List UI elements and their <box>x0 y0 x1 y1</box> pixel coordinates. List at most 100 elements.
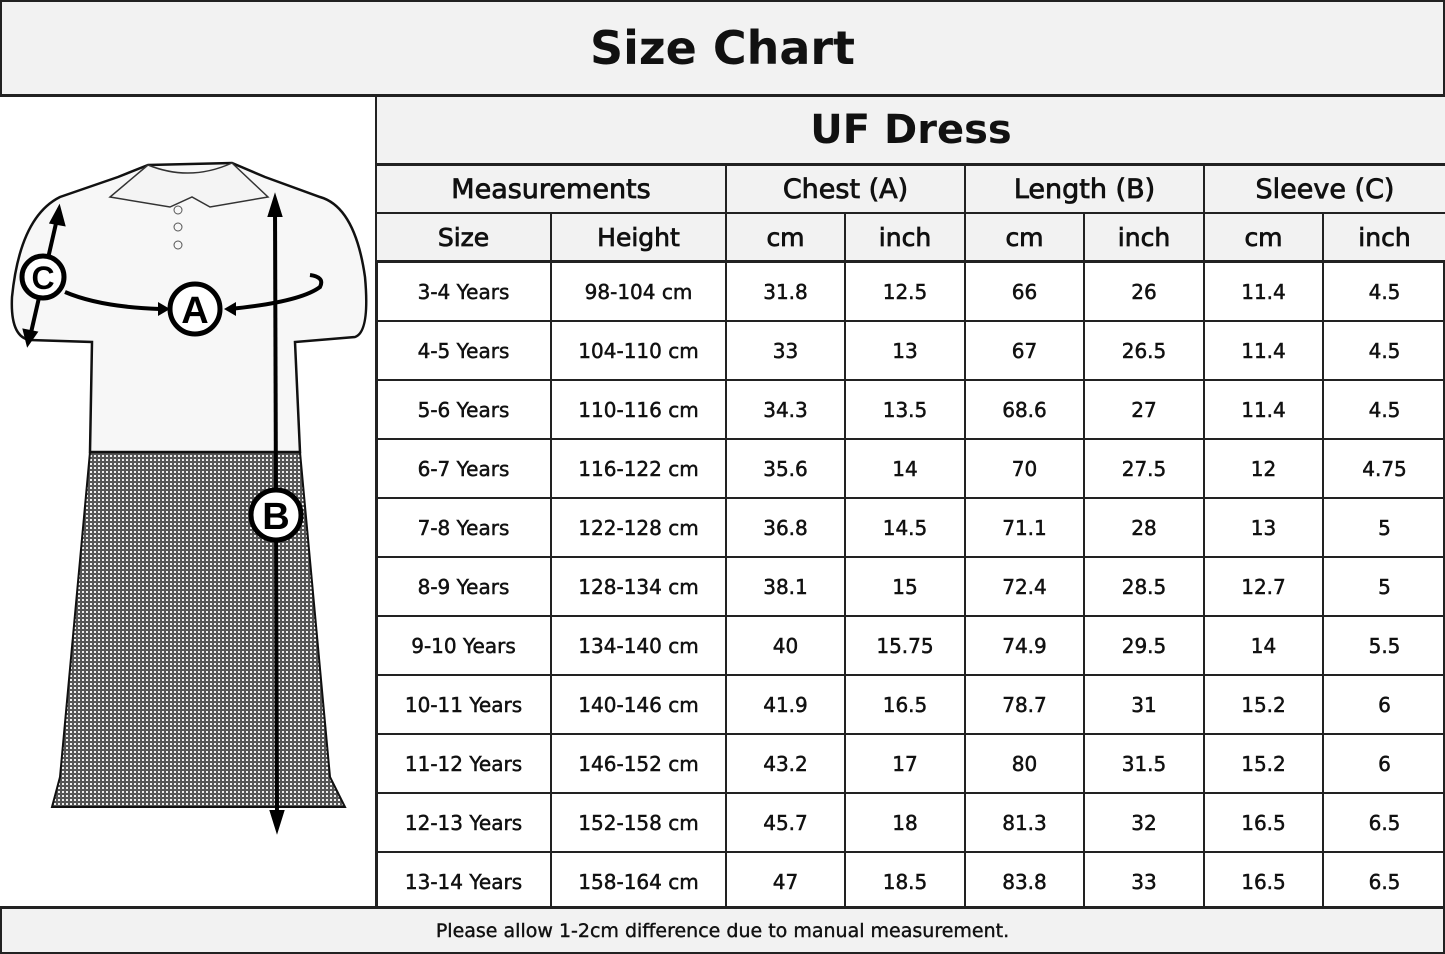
cell-sleeve-inch: 6 <box>1378 692 1391 717</box>
subheader-sleeve-inch: inch <box>1324 214 1445 260</box>
table-row: 11-12 Years 146-152 cm 43.2 17 80 31.5 15.2 6 <box>377 735 1445 794</box>
cell-chest-inch: 14.5 <box>846 499 966 556</box>
cell-sleeve-cm: 15.2 <box>1205 676 1324 733</box>
cell-size: 7-8 Years <box>377 499 552 556</box>
header-length: Length (B) <box>966 166 1205 212</box>
cell-size: 5-6 Years <box>377 381 552 438</box>
cell-length-cm: 72.4 <box>966 558 1085 615</box>
cell-height: 140-146 cm <box>552 676 727 733</box>
cell-sleeve-inch: 4.5 <box>1368 338 1401 363</box>
subheader-length-inch: inch <box>1085 214 1205 260</box>
table-row: 3-4 Years 98-104 cm 31.8 12.5 66 26 11.4 4.5 <box>377 263 1445 322</box>
cell-sleeve-inch: 6.5 <box>1368 869 1401 894</box>
cell-sleeve-inch: 6.5 <box>1368 810 1401 835</box>
svg-text:A: A <box>181 290 208 332</box>
cell-length-inch: 26.5 <box>1085 322 1205 379</box>
svg-text:B: B <box>262 496 289 538</box>
table-body: 3-4 Years 98-104 cm 31.8 12.5 66 26 11.4 4.5 4-5… <box>377 263 1445 912</box>
subheader-chest-cm: cm <box>727 214 846 260</box>
cell-chest-cm: 35.6 <box>727 440 846 497</box>
cell-length-cm: 74.9 <box>966 617 1085 674</box>
cell-size: 3-4 Years <box>377 263 552 320</box>
cell-sleeve-cm: 12.7 <box>1205 558 1324 615</box>
cell-chest-inch: 13.5 <box>846 381 966 438</box>
cell-chest-inch: 18.5 <box>846 853 966 910</box>
cell-height: 98-104 cm <box>552 263 727 320</box>
cell-sleeve-cm: 13 <box>1205 499 1324 556</box>
chest-arrow-a <box>64 273 324 311</box>
label-b-icon: B <box>248 487 304 543</box>
cell-length-inch: 26 <box>1085 263 1205 320</box>
dress-illustration: C A B <box>10 161 368 835</box>
cell-length-cm: 66 <box>966 263 1085 320</box>
cell-length-inch: 28.5 <box>1085 558 1205 615</box>
header-chest: Chest (A) <box>727 166 966 212</box>
label-c-icon: C <box>19 253 67 301</box>
cell-chest-inch: 15 <box>846 558 966 615</box>
cell-sleeve-cm: 16.5 <box>1205 853 1324 910</box>
cell-chest-cm: 33 <box>727 322 846 379</box>
cell-chest-inch: 18 <box>846 794 966 851</box>
cell-length-cm: 70 <box>966 440 1085 497</box>
cell-length-inch: 32 <box>1085 794 1205 851</box>
cell-chest-cm: 36.8 <box>727 499 846 556</box>
cell-height: 128-134 cm <box>552 558 727 615</box>
table-row: 4-5 Years 104-110 cm 33 13 67 26.5 11.4 4.5 <box>377 322 1445 381</box>
cell-length-cm: 71.1 <box>966 499 1085 556</box>
cell-chest-cm: 47 <box>727 853 846 910</box>
cell-size: 4-5 Years <box>377 322 552 379</box>
cell-length-cm: 67 <box>966 322 1085 379</box>
subheader-size: Size <box>377 214 552 260</box>
cell-length-cm: 81.3 <box>966 794 1085 851</box>
cell-chest-inch: 15.75 <box>846 617 966 674</box>
header-measurements: Measurements <box>377 166 727 212</box>
cell-sleeve-cm: 11.4 <box>1205 322 1324 379</box>
cell-sleeve-cm: 11.4 <box>1205 381 1324 438</box>
cell-sleeve-inch: 4.5 <box>1368 397 1401 422</box>
cell-height: 110-116 cm <box>552 381 727 438</box>
cell-sleeve-inch: 5 <box>1378 574 1391 599</box>
cell-length-cm: 68.6 <box>966 381 1085 438</box>
cell-chest-cm: 38.1 <box>727 558 846 615</box>
cell-chest-inch: 14 <box>846 440 966 497</box>
cell-chest-inch: 12.5 <box>846 263 966 320</box>
cell-chest-cm: 43.2 <box>727 735 846 792</box>
cell-sleeve-inch: 4.75 <box>1362 456 1407 481</box>
cell-chest-cm: 41.9 <box>727 676 846 733</box>
cell-sleeve-cm: 11.4 <box>1205 263 1324 320</box>
group-header-row: Measurements Chest (A) Length (B) Sleeve… <box>377 166 1445 214</box>
cell-size: 13-14 Years <box>377 853 552 910</box>
subheader-chest-inch: inch <box>846 214 966 260</box>
cell-length-inch: 31.5 <box>1085 735 1205 792</box>
cell-chest-inch: 16.5 <box>846 676 966 733</box>
cell-length-cm: 80 <box>966 735 1085 792</box>
table-row: 5-6 Years 110-116 cm 34.3 13.5 68.6 27 11.4 4.5 <box>377 381 1445 440</box>
table-row: 10-11 Years 140-146 cm 41.9 16.5 78.7 31 15.2 6 <box>377 676 1445 735</box>
cell-height: 134-140 cm <box>552 617 727 674</box>
page-title: Size Chart <box>0 0 1445 97</box>
cell-size: 6-7 Years <box>377 440 552 497</box>
cell-chest-cm: 45.7 <box>727 794 846 851</box>
table-row: 7-8 Years 122-128 cm 36.8 14.5 71.1 28 13 5 <box>377 499 1445 558</box>
size-table: UF Dress Measurements Chest (A) Length (… <box>377 97 1445 912</box>
cell-chest-cm: 31.8 <box>727 263 846 320</box>
table-row: 12-13 Years 152-158 cm 45.7 18 81.3 32 16.5 6.5 <box>377 794 1445 853</box>
cell-sleeve-cm: 15.2 <box>1205 735 1324 792</box>
cell-length-inch: 27 <box>1085 381 1205 438</box>
cell-sleeve-cm: 14 <box>1205 617 1324 674</box>
cell-length-inch: 28 <box>1085 499 1205 556</box>
cell-length-cm: 78.7 <box>966 676 1085 733</box>
cell-length-inch: 31 <box>1085 676 1205 733</box>
subheader-height: Height <box>552 214 727 260</box>
cell-sleeve-cm: 16.5 <box>1205 794 1324 851</box>
cell-sleeve-inch: 4.5 <box>1368 279 1401 304</box>
subheader-sleeve-cm: cm <box>1205 214 1324 260</box>
cell-length-inch: 29.5 <box>1085 617 1205 674</box>
header-sleeve: Sleeve (C) <box>1205 166 1445 212</box>
cell-chest-cm: 40 <box>727 617 846 674</box>
cell-size: 9-10 Years <box>377 617 552 674</box>
cell-height: 158-164 cm <box>552 853 727 910</box>
cell-length-cm: 83.8 <box>966 853 1085 910</box>
cell-length-inch: 33 <box>1085 853 1205 910</box>
cell-sleeve-cm: 12 <box>1205 440 1324 497</box>
